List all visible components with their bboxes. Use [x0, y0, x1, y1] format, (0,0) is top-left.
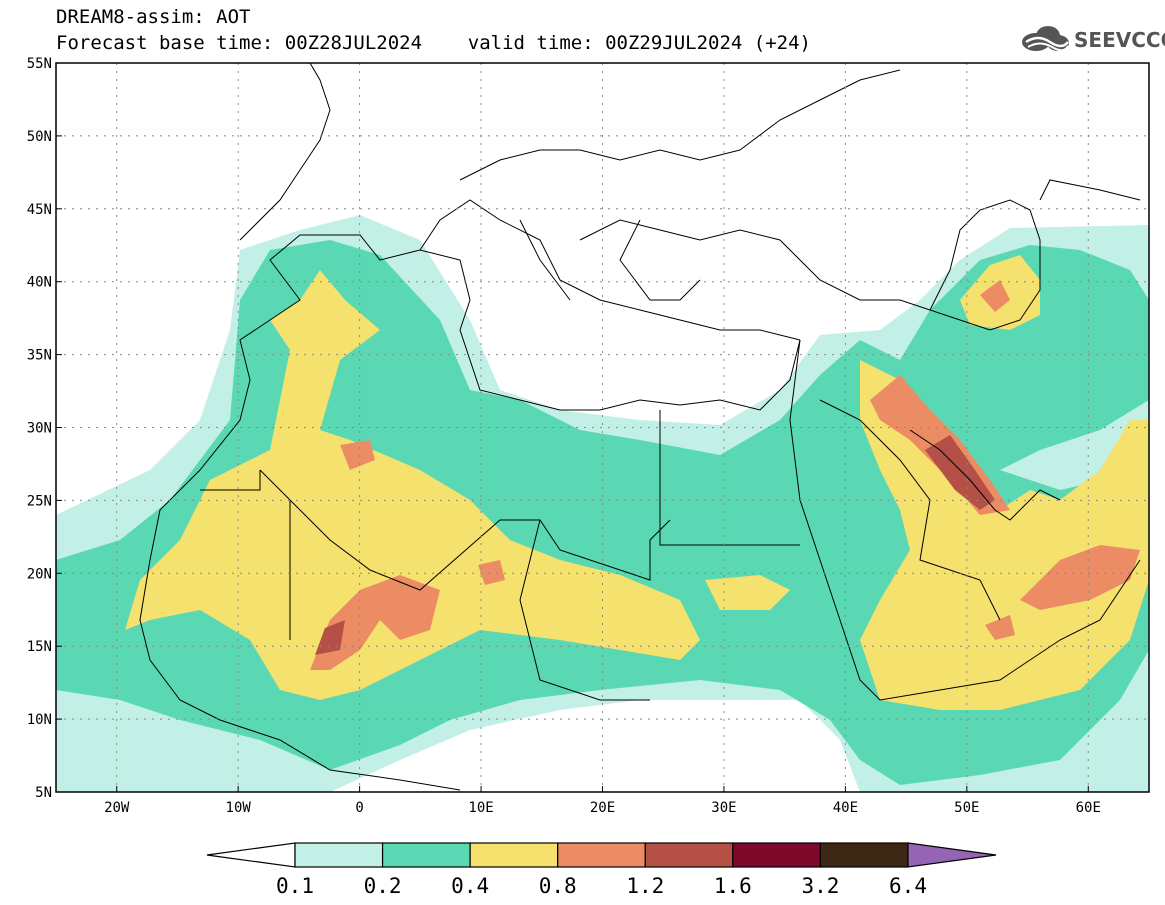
colorbar-label: 0.4 — [451, 874, 489, 898]
aot-band-0.8 — [1020, 545, 1140, 610]
lat-tick-label: 40N — [27, 275, 52, 291]
lat-tick-label: 20N — [27, 566, 52, 582]
lon-tick-label: 50E — [954, 800, 979, 816]
lon-tick-label: 10W — [226, 800, 252, 816]
lat-tick-label: 25N — [27, 493, 52, 509]
colorbar-low-arrow — [206, 842, 296, 868]
chart-title: DREAM8-assim: AOT — [56, 6, 251, 28]
lat-tick-label: 45N — [27, 202, 52, 218]
lon-tick-label: 0 — [355, 800, 363, 816]
colorbar-label: 1.6 — [714, 874, 752, 898]
chart-subtitle: Forecast base time: 00Z28JUL2024 valid t… — [56, 32, 811, 54]
lat-tick-label: 5N — [35, 785, 52, 801]
aot-band-0.8 — [478, 560, 505, 585]
lon-tick-label: 60E — [1076, 800, 1101, 816]
colorbar-label: 1.2 — [626, 874, 664, 898]
lon-tick-label: 40E — [833, 800, 858, 816]
colorbar-segment — [732, 842, 822, 868]
lat-tick-label: 55N — [27, 56, 52, 72]
seevccc-logo: SEEVCCC — [1016, 22, 1165, 56]
aot-band-0.8 — [980, 280, 1010, 312]
aot-band-0.8 — [310, 575, 440, 670]
colorbar-label: 6.4 — [889, 874, 927, 898]
lat-tick-label: 50N — [27, 129, 52, 145]
colorbar-label: 0.2 — [364, 874, 402, 898]
colorbar-segment — [294, 842, 384, 868]
lon-tick-label: 20E — [590, 800, 615, 816]
lon-tick-label: 10E — [468, 800, 493, 816]
lon-tick-label: 20W — [104, 800, 130, 816]
colorbar-label: 0.8 — [539, 874, 577, 898]
colorbar-label: 0.1 — [276, 874, 314, 898]
longitude-axis: 20W 10W 0 10E 20E 30E 40E 50E 60E — [104, 786, 1101, 816]
colorbar-label: 3.2 — [801, 874, 839, 898]
colorbar-segment — [381, 842, 471, 868]
aot-band-0.4 — [705, 575, 790, 610]
lat-tick-label: 10N — [27, 712, 52, 728]
lon-tick-label: 30E — [711, 800, 736, 816]
latitude-axis: 55N 50N 45N 40N 35N 30N 25N 20N 15N 10N 5N — [27, 56, 62, 801]
aot-band-0.4 — [125, 270, 700, 700]
lat-tick-label: 30N — [27, 421, 52, 437]
colorbar-segment — [819, 842, 909, 868]
logo-text: SEEVCCC — [1074, 28, 1165, 52]
colorbar-segment — [644, 842, 734, 868]
colorbar-segment — [469, 842, 559, 868]
aot-band-0.8 — [340, 440, 375, 470]
colorbar-segment — [557, 842, 646, 868]
colorbar: 0.1 0.2 0.4 0.8 1.2 1.6 3.2 6.4 — [206, 842, 997, 898]
map-grid — [56, 63, 1149, 792]
cloud-icon — [1022, 26, 1069, 52]
lat-tick-label: 35N — [27, 348, 52, 364]
colorbar-high-arrow — [907, 842, 997, 868]
aot-band-1.2 — [925, 435, 995, 510]
lat-tick-label: 15N — [27, 639, 52, 655]
aot-field — [56, 215, 1149, 792]
aot-band-0.8 — [985, 615, 1015, 640]
coastlines — [139, 63, 1141, 791]
